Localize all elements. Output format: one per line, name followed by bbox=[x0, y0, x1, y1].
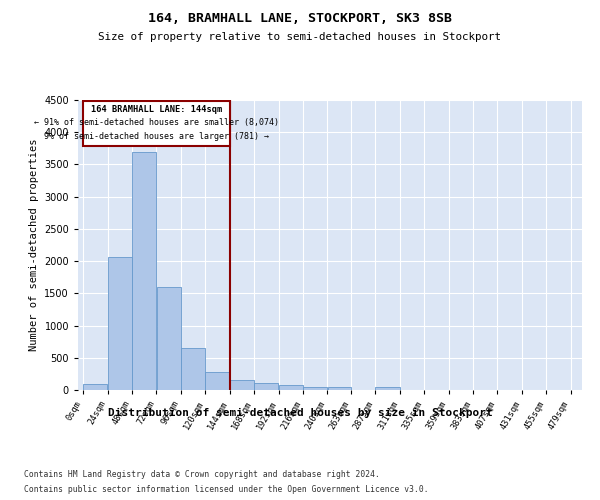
Bar bbox=[205, 372, 230, 390]
Bar bbox=[83, 384, 107, 390]
Bar bbox=[376, 388, 400, 390]
Bar bbox=[83, 102, 230, 146]
Bar bbox=[181, 348, 205, 390]
Y-axis label: Number of semi-detached properties: Number of semi-detached properties bbox=[29, 138, 38, 352]
Text: 9% of semi-detached houses are larger (781) →: 9% of semi-detached houses are larger (7… bbox=[44, 132, 269, 141]
Bar bbox=[230, 380, 254, 390]
Text: Size of property relative to semi-detached houses in Stockport: Size of property relative to semi-detach… bbox=[98, 32, 502, 42]
Text: Distribution of semi-detached houses by size in Stockport: Distribution of semi-detached houses by … bbox=[107, 408, 493, 418]
Text: Contains HM Land Registry data © Crown copyright and database right 2024.: Contains HM Land Registry data © Crown c… bbox=[24, 470, 380, 479]
Bar bbox=[328, 388, 351, 390]
Bar bbox=[132, 152, 156, 390]
Bar bbox=[303, 387, 328, 390]
Text: 164, BRAMHALL LANE, STOCKPORT, SK3 8SB: 164, BRAMHALL LANE, STOCKPORT, SK3 8SB bbox=[148, 12, 452, 26]
Bar bbox=[107, 257, 132, 390]
Bar bbox=[157, 287, 181, 390]
Text: Contains public sector information licensed under the Open Government Licence v3: Contains public sector information licen… bbox=[24, 485, 428, 494]
Text: 164 BRAMHALL LANE: 144sqm: 164 BRAMHALL LANE: 144sqm bbox=[91, 104, 222, 114]
Bar bbox=[254, 383, 278, 390]
Text: ← 91% of semi-detached houses are smaller (8,074): ← 91% of semi-detached houses are smalle… bbox=[34, 118, 279, 127]
Bar bbox=[279, 385, 303, 390]
